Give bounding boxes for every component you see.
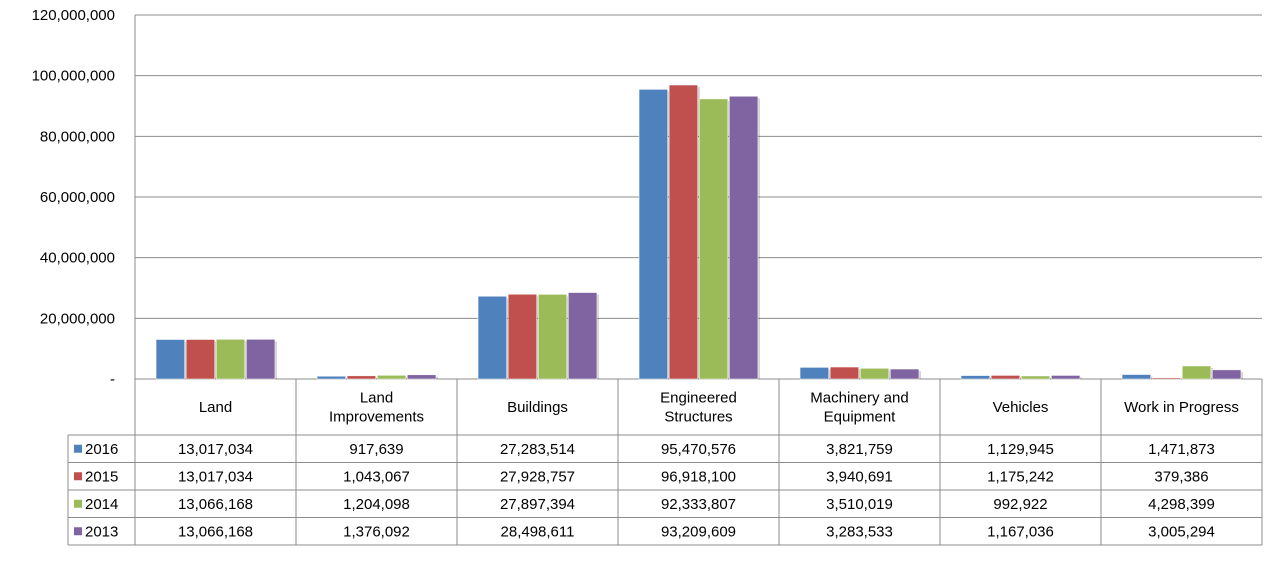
data-table-cell: 3,821,759: [826, 441, 893, 458]
bar: [960, 375, 990, 380]
bar: [1182, 365, 1212, 380]
y-tick-label: -: [110, 371, 115, 388]
bar: [1121, 374, 1151, 380]
bar: [990, 375, 1021, 380]
bar: [1212, 369, 1242, 380]
data-table-cell: 3,940,691: [826, 468, 893, 485]
bar: [860, 368, 890, 380]
bar: [1051, 375, 1081, 380]
bar: [377, 375, 407, 380]
legend-swatch: [74, 472, 82, 481]
data-table-cell: 96,918,100: [661, 468, 736, 485]
legend-swatch: [74, 499, 82, 508]
bar: [185, 339, 215, 380]
data-table-cell: 379,386: [1154, 468, 1208, 485]
y-tick-label: 100,000,000: [32, 68, 115, 85]
bar: [538, 294, 568, 380]
data-table-cell: 1,175,242: [987, 468, 1054, 485]
bar: [507, 294, 537, 380]
data-table-cell: 28,498,611: [501, 523, 575, 540]
bar: [155, 339, 185, 380]
data-table-cell: 1,204,098: [343, 496, 410, 513]
bar: [668, 84, 699, 380]
data-table-cell: 27,897,394: [500, 496, 575, 513]
data-table-cell: 917,639: [349, 441, 403, 458]
category-label: Engineered Structures: [660, 390, 737, 426]
bar: [568, 292, 598, 380]
y-tick-label: 120,000,000: [32, 7, 115, 24]
category-label: Land: [199, 399, 232, 416]
legend-label: 2013: [85, 523, 118, 540]
data-table-cell: 13,017,034: [178, 441, 253, 458]
bar: [729, 96, 759, 380]
data-table-cell: 27,283,514: [500, 441, 575, 458]
data-table-cell: 4,298,399: [1148, 496, 1215, 513]
data-table-cell: 13,066,168: [178, 523, 253, 540]
legend-label: 2016: [85, 441, 118, 458]
bar: [346, 375, 376, 380]
data-table-cell: 3,005,294: [1148, 523, 1215, 540]
y-tick-label: 40,000,000: [40, 250, 115, 267]
data-table-cell: 27,928,757: [500, 468, 575, 485]
data-table-cell: 3,510,019: [826, 496, 893, 513]
category-label: Work in Progress: [1124, 399, 1239, 416]
data-table-cell: 92,333,807: [661, 496, 736, 513]
data-table-cell: 992,922: [993, 496, 1047, 513]
bar: [638, 89, 668, 380]
data-table-cell: 13,066,168: [178, 496, 253, 513]
bar: [699, 98, 729, 380]
bar: [216, 339, 246, 380]
bar: [407, 374, 437, 380]
data-table-cell: 1,376,092: [343, 523, 410, 540]
category-label: Vehicles: [993, 399, 1049, 416]
y-tick-label: 20,000,000: [40, 310, 115, 327]
y-tick-label: 60,000,000: [40, 189, 115, 206]
bar: [829, 366, 860, 380]
legend-swatch: [74, 527, 82, 536]
data-table-cell: 13,017,034: [178, 468, 253, 485]
data-table-cell: 1,129,945: [987, 441, 1054, 458]
legend-swatch: [74, 444, 82, 453]
data-table-cell: 93,209,609: [661, 523, 736, 540]
bar: [1151, 377, 1182, 380]
data-table-cell: 95,470,576: [661, 441, 736, 458]
bar: [246, 339, 276, 380]
y-tick-label: 80,000,000: [40, 128, 115, 145]
category-label: Machinery and Equipment: [810, 390, 908, 426]
bar: [316, 375, 346, 380]
bar: [477, 295, 507, 380]
data-table-cell: 1,043,067: [343, 468, 410, 485]
bar: [799, 367, 829, 380]
data-table-cell: 3,283,533: [826, 523, 893, 540]
legend-label: 2015: [85, 468, 118, 485]
data-table-cell: 1,167,036: [987, 523, 1054, 540]
bar: [890, 368, 920, 380]
category-label: Land Improvements: [329, 390, 424, 426]
data-table-cell: 1,471,873: [1148, 441, 1215, 458]
category-label: Buildings: [507, 399, 568, 416]
bar: [1021, 375, 1051, 380]
legend-label: 2014: [85, 496, 118, 513]
